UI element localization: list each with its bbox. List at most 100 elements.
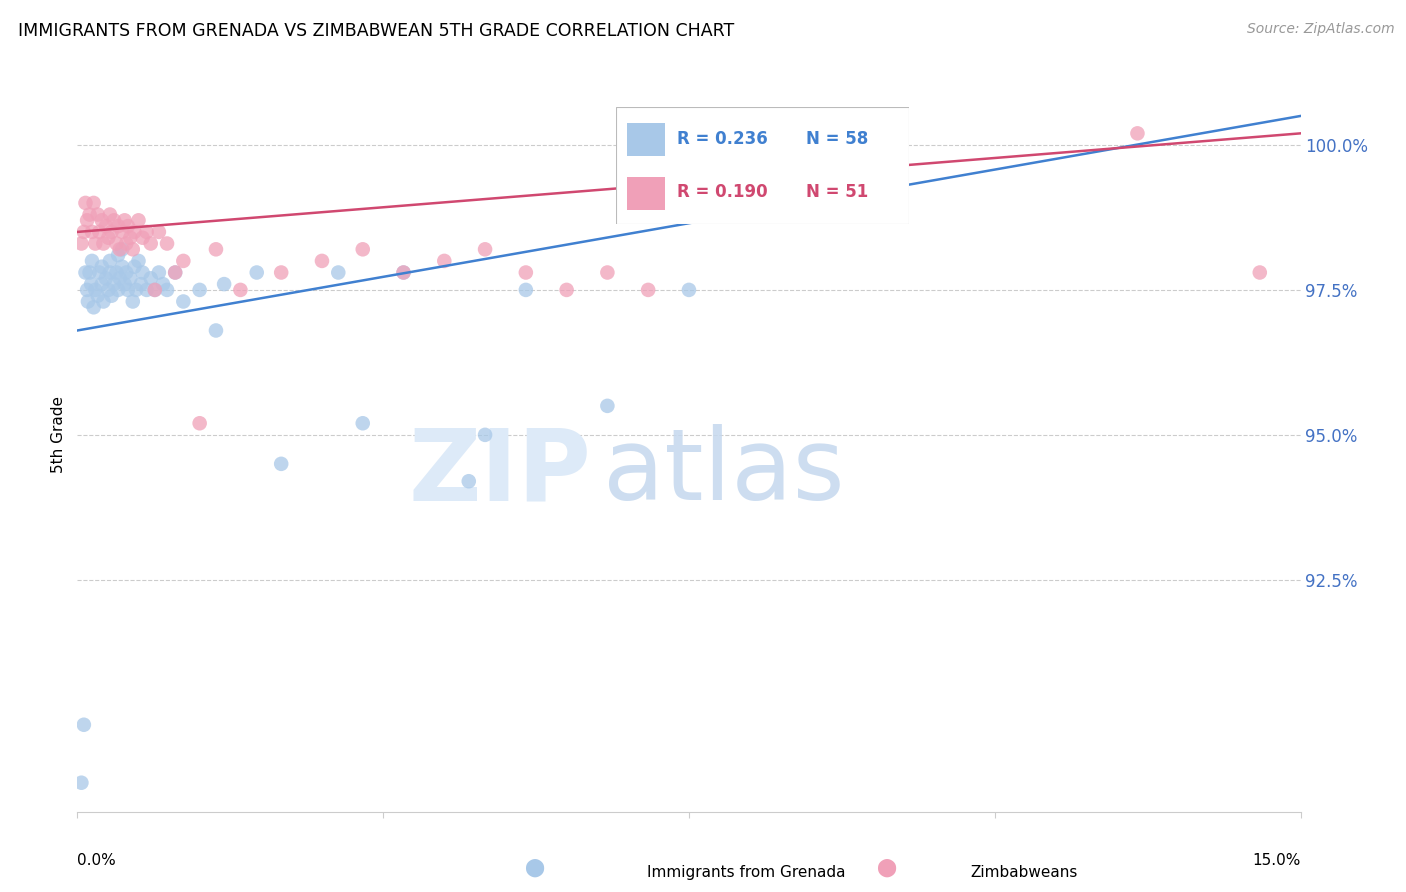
Point (90, 260, 112, 274)
Point (98, 208, 121, 222)
Point (73, 225, 96, 239)
Point (117, 219, 139, 234)
Point (555, 283, 578, 297)
Text: atlas: atlas (603, 424, 845, 521)
Point (188, 417, 211, 431)
Point (1126, 127, 1149, 141)
Point (87, 208, 110, 222)
Point (392, 266, 415, 280)
Point (76, 213, 98, 227)
Point (84, 236, 107, 251)
Point (156, 283, 179, 297)
Point (270, 266, 292, 280)
Point (120, 230, 142, 244)
Point (311, 254, 333, 268)
Text: IMMIGRANTS FROM GRENADA VS ZIMBABWEAN 5TH GRADE CORRELATION CHART: IMMIGRANTS FROM GRENADA VS ZIMBABWEAN 5T… (18, 22, 734, 40)
Point (87, 289, 110, 303)
Point (515, 283, 537, 297)
Point (515, 266, 537, 280)
Text: ZIP: ZIP (408, 424, 591, 521)
Point (328, 266, 350, 280)
Point (111, 243, 134, 257)
Point (79, 208, 101, 222)
Text: 0.0%: 0.0% (77, 853, 117, 868)
Text: R = 0.190: R = 0.190 (678, 183, 768, 202)
Point (107, 248, 129, 262)
Text: Source: ZipAtlas.com: Source: ZipAtlas.com (1247, 22, 1395, 37)
Point (111, 225, 134, 239)
Point (131, 230, 153, 244)
Point (93, 236, 115, 251)
Point (143, 283, 166, 297)
Point (392, 266, 415, 280)
Point (139, 236, 162, 251)
Point (100, 225, 122, 239)
Point (107, 283, 129, 297)
Point (83, 196, 105, 211)
Point (139, 271, 162, 285)
Point (124, 260, 146, 274)
Point (115, 236, 138, 251)
Point (165, 266, 187, 280)
Point (121, 294, 143, 309)
Text: N = 51: N = 51 (807, 183, 869, 202)
Point (135, 225, 157, 239)
Point (103, 277, 125, 292)
Point (1249, 266, 1271, 280)
Point (124, 225, 146, 239)
Point (152, 277, 174, 292)
Text: ⬤: ⬤ (524, 858, 544, 877)
Point (172, 254, 194, 268)
Point (596, 266, 619, 280)
Text: R = 0.236: R = 0.236 (678, 129, 768, 147)
Point (212, 277, 235, 292)
Text: Zimbabweans: Zimbabweans (970, 865, 1077, 880)
Point (90, 277, 112, 292)
Point (131, 266, 153, 280)
Point (108, 271, 131, 285)
Point (73, 718, 96, 732)
Point (125, 283, 148, 297)
Point (100, 289, 122, 303)
Point (457, 475, 479, 489)
Point (89, 225, 111, 239)
Point (98, 266, 121, 280)
Point (80, 254, 103, 268)
Point (97, 283, 120, 297)
Point (637, 283, 659, 297)
Point (108, 243, 131, 257)
Point (90, 213, 112, 227)
Point (93, 294, 115, 309)
Bar (627, 123, 665, 156)
Point (75, 266, 97, 280)
Point (474, 243, 496, 257)
Text: N = 58: N = 58 (807, 129, 869, 147)
Point (105, 266, 128, 280)
Point (103, 213, 125, 227)
Point (188, 283, 211, 297)
Point (79, 266, 101, 280)
Point (165, 266, 187, 280)
Point (270, 457, 292, 471)
Point (105, 236, 128, 251)
Point (117, 283, 139, 297)
Point (70, 236, 93, 251)
Point (84, 283, 107, 297)
Point (135, 283, 157, 297)
Point (80, 277, 103, 292)
Point (114, 277, 136, 292)
Point (596, 399, 619, 413)
Point (121, 243, 143, 257)
Point (107, 219, 129, 234)
Text: 15.0%: 15.0% (1253, 853, 1301, 868)
Point (474, 428, 496, 442)
Point (229, 283, 252, 297)
Point (127, 254, 149, 268)
Point (120, 271, 142, 285)
Point (89, 266, 111, 280)
Point (76, 283, 98, 297)
Text: Immigrants from Grenada: Immigrants from Grenada (647, 865, 845, 880)
Point (114, 213, 136, 227)
Point (94, 219, 117, 234)
Point (246, 266, 269, 280)
